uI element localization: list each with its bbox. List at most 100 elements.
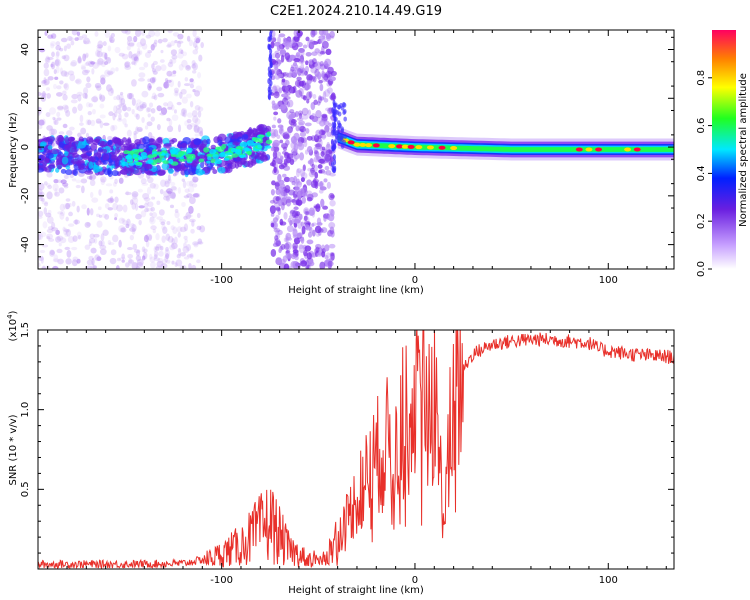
noise-speck bbox=[184, 188, 190, 193]
noise-speck bbox=[138, 101, 145, 108]
ridge-speck bbox=[266, 131, 271, 137]
noise-speck bbox=[96, 50, 103, 58]
noise-speck bbox=[128, 92, 135, 100]
noise-speck bbox=[318, 158, 326, 164]
noise-speck bbox=[109, 196, 114, 203]
ridge-speck bbox=[200, 160, 205, 169]
noise-speck bbox=[303, 215, 310, 224]
noise-speck bbox=[133, 55, 140, 64]
noise-speck bbox=[84, 52, 89, 58]
noise-speck bbox=[192, 49, 199, 55]
noise-speck bbox=[52, 258, 60, 263]
noise-speck bbox=[109, 257, 117, 265]
noise-speck bbox=[319, 145, 324, 152]
noise-speck bbox=[298, 122, 304, 130]
noise-speck bbox=[108, 242, 115, 246]
noise-speck bbox=[40, 256, 44, 264]
ridge-speck bbox=[60, 168, 67, 174]
edge-speck bbox=[332, 125, 337, 131]
noise-speck bbox=[277, 73, 283, 78]
noise-speck bbox=[64, 229, 70, 233]
noise-speck bbox=[110, 87, 114, 94]
noise-speck bbox=[128, 50, 133, 59]
noise-speck bbox=[140, 178, 147, 185]
noise-speck bbox=[326, 181, 331, 189]
noise-speck bbox=[164, 78, 169, 83]
noise-speck bbox=[306, 239, 314, 245]
noise-speck bbox=[97, 206, 102, 211]
noise-speck bbox=[114, 178, 118, 185]
noise-speck bbox=[310, 135, 316, 142]
noise-speck bbox=[186, 64, 191, 70]
noise-speck bbox=[57, 211, 64, 215]
noise-speck bbox=[144, 52, 152, 59]
noise-speck bbox=[160, 49, 164, 54]
noise-speck bbox=[120, 98, 126, 105]
noise-speck bbox=[91, 257, 95, 266]
ridge-speck bbox=[168, 158, 174, 165]
ridge-speck bbox=[102, 153, 110, 161]
noise-speck bbox=[135, 103, 139, 111]
noise-speck bbox=[319, 38, 323, 44]
noise-speck bbox=[147, 132, 153, 139]
noise-speck bbox=[43, 77, 47, 84]
noise-speck bbox=[304, 70, 308, 76]
noise-speck bbox=[186, 124, 193, 130]
noise-speck bbox=[304, 208, 309, 214]
noise-speck bbox=[60, 37, 68, 43]
noise-speck bbox=[295, 168, 300, 178]
noise-speck bbox=[65, 202, 71, 210]
noise-speck bbox=[325, 169, 332, 176]
noise-speck bbox=[159, 189, 164, 195]
noise-speck bbox=[119, 227, 126, 233]
noise-speck bbox=[98, 93, 102, 100]
noise-speck bbox=[69, 126, 75, 131]
ridge-speck bbox=[42, 159, 48, 167]
noise-speck bbox=[133, 130, 137, 136]
noise-speck bbox=[172, 173, 177, 177]
ridge-speck bbox=[114, 147, 120, 155]
spectrogram-panel: -100 0 100 -40 -20 0 20 40 Height of straight l… bbox=[8, 29, 675, 296]
noise-speck bbox=[311, 58, 317, 65]
noise-speck bbox=[297, 117, 304, 121]
noise-speck bbox=[38, 124, 43, 130]
noise-speck bbox=[85, 40, 92, 45]
noise-speck bbox=[58, 131, 65, 135]
noise-speck bbox=[277, 208, 281, 216]
noise-speck bbox=[124, 61, 131, 68]
noise-speck bbox=[96, 46, 102, 53]
noise-speck bbox=[137, 77, 145, 82]
edge-speck bbox=[340, 133, 345, 139]
ridge-speck bbox=[161, 162, 170, 170]
noise-speck bbox=[299, 188, 305, 197]
noise-speck bbox=[96, 44, 103, 49]
noise-speck bbox=[310, 67, 318, 74]
noise-speck bbox=[324, 165, 330, 171]
noise-speck bbox=[288, 116, 293, 120]
noise-speck bbox=[125, 262, 130, 268]
noise-speck bbox=[102, 122, 110, 126]
noise-speck bbox=[89, 208, 94, 216]
noise-speck bbox=[166, 117, 171, 122]
noise-speck bbox=[99, 114, 106, 119]
noise-speck bbox=[43, 79, 50, 86]
noise-speck bbox=[328, 122, 332, 127]
noise-speck bbox=[131, 262, 139, 269]
noise-speck bbox=[160, 263, 168, 269]
noise-speck bbox=[55, 45, 62, 51]
noise-speck bbox=[282, 132, 290, 139]
noise-speck bbox=[191, 110, 198, 117]
noise-speck bbox=[164, 180, 170, 188]
colorbar-tick-label: 0.0 bbox=[696, 261, 707, 277]
noise-speck bbox=[163, 81, 168, 89]
ridge-speck bbox=[44, 166, 52, 173]
noise-speck bbox=[102, 229, 109, 236]
spectrogram-ticks: -100 0 100 -40 -20 0 20 40 bbox=[20, 30, 674, 286]
noise-speck bbox=[317, 182, 324, 187]
noise-speck bbox=[124, 30, 131, 35]
noise-speck bbox=[294, 79, 301, 87]
noise-speck bbox=[76, 35, 84, 41]
noise-speck bbox=[70, 40, 75, 46]
noise-speck bbox=[145, 34, 152, 39]
noise-speck bbox=[321, 76, 328, 83]
